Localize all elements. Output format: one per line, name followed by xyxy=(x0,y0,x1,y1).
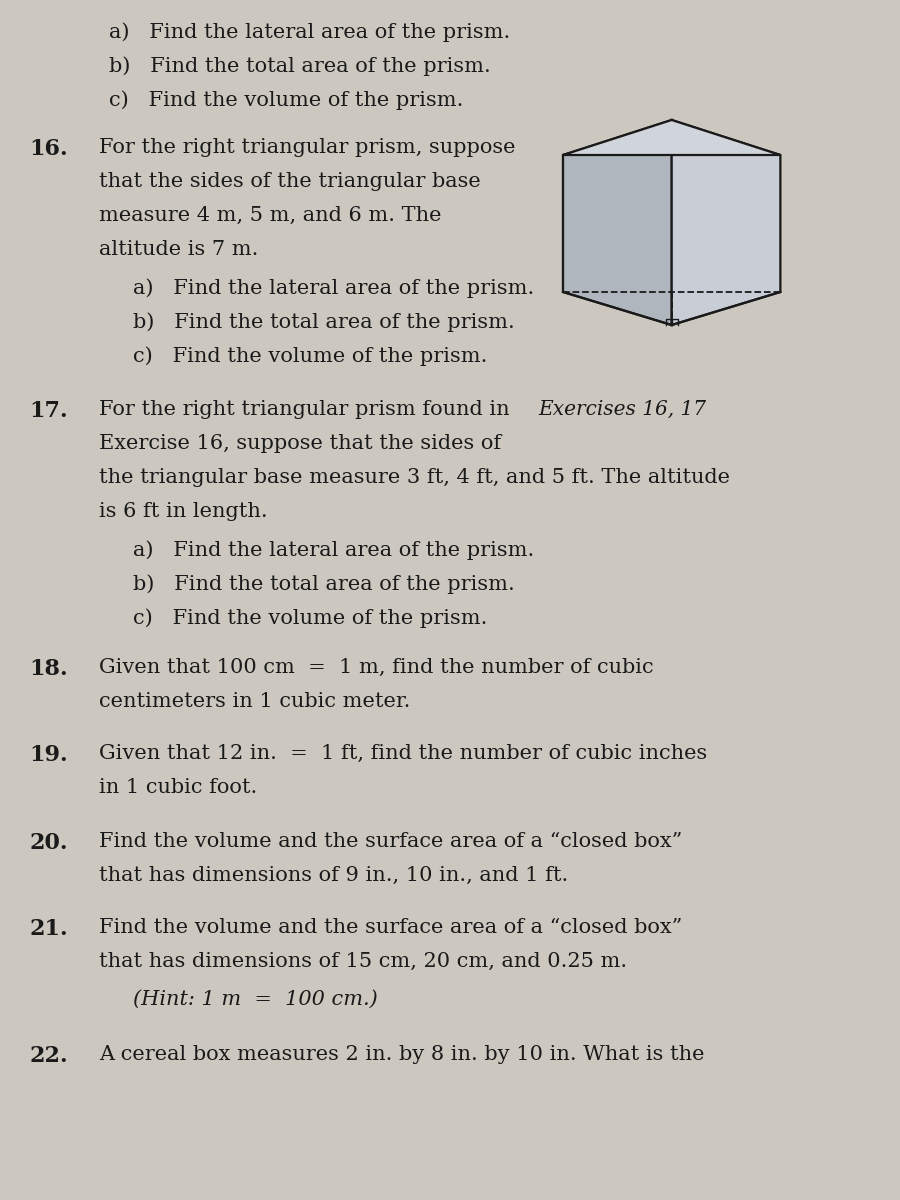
Text: that the sides of the triangular base: that the sides of the triangular base xyxy=(99,172,481,191)
Text: Find the volume and the surface area of a “closed box”: Find the volume and the surface area of … xyxy=(99,918,682,937)
Text: Given that 100 cm  =  1 m, find the number of cubic: Given that 100 cm = 1 m, find the number… xyxy=(99,658,653,677)
Text: 20.: 20. xyxy=(30,832,68,854)
Text: 19.: 19. xyxy=(30,744,68,766)
Text: altitude is 7 m.: altitude is 7 m. xyxy=(99,240,258,259)
Text: c)   Find the volume of the prism.: c) Find the volume of the prism. xyxy=(133,346,488,366)
Polygon shape xyxy=(563,155,780,292)
Text: 22.: 22. xyxy=(30,1045,68,1067)
Text: b)   Find the total area of the prism.: b) Find the total area of the prism. xyxy=(133,574,515,594)
Text: Exercises 16, 17: Exercises 16, 17 xyxy=(538,400,706,419)
Text: For the right triangular prism found in: For the right triangular prism found in xyxy=(99,400,509,419)
Text: that has dimensions of 9 in., 10 in., and 1 ft.: that has dimensions of 9 in., 10 in., an… xyxy=(99,866,568,886)
Text: For the right triangular prism, suppose: For the right triangular prism, suppose xyxy=(99,138,516,157)
Text: a)   Find the lateral area of the prism.: a) Find the lateral area of the prism. xyxy=(133,540,535,559)
Text: in 1 cubic foot.: in 1 cubic foot. xyxy=(99,778,257,797)
Text: centimeters in 1 cubic meter.: centimeters in 1 cubic meter. xyxy=(99,692,410,710)
Text: 16.: 16. xyxy=(30,138,68,160)
Text: is 6 ft in length.: is 6 ft in length. xyxy=(99,502,267,521)
Text: Given that 12 in.  =  1 ft, find the number of cubic inches: Given that 12 in. = 1 ft, find the numbe… xyxy=(99,744,707,763)
Polygon shape xyxy=(563,120,671,325)
Text: A cereal box measures 2 in. by 8 in. by 10 in. What is the: A cereal box measures 2 in. by 8 in. by … xyxy=(99,1045,705,1064)
Text: 18.: 18. xyxy=(30,658,68,680)
Text: c)   Find the volume of the prism.: c) Find the volume of the prism. xyxy=(109,90,463,109)
Text: a)   Find the lateral area of the prism.: a) Find the lateral area of the prism. xyxy=(133,278,535,298)
Text: Exercise 16, suppose that the sides of: Exercise 16, suppose that the sides of xyxy=(99,434,501,452)
Text: b)   Find the total area of the prism.: b) Find the total area of the prism. xyxy=(133,312,515,331)
Text: (Hint: 1 m  =  100 cm.): (Hint: 1 m = 100 cm.) xyxy=(133,990,378,1009)
Text: b)   Find the total area of the prism.: b) Find the total area of the prism. xyxy=(109,56,490,76)
Text: measure 4 m, 5 m, and 6 m. The: measure 4 m, 5 m, and 6 m. The xyxy=(99,206,441,226)
Text: c)   Find the volume of the prism.: c) Find the volume of the prism. xyxy=(133,608,488,628)
Text: Find the volume and the surface area of a “closed box”: Find the volume and the surface area of … xyxy=(99,832,682,851)
Text: 17.: 17. xyxy=(30,400,68,422)
Text: 21.: 21. xyxy=(30,918,68,940)
Text: the triangular base measure 3 ft, 4 ft, and 5 ft. The altitude: the triangular base measure 3 ft, 4 ft, … xyxy=(99,468,730,487)
Text: a)   Find the lateral area of the prism.: a) Find the lateral area of the prism. xyxy=(109,22,510,42)
Text: that has dimensions of 15 cm, 20 cm, and 0.25 m.: that has dimensions of 15 cm, 20 cm, and… xyxy=(99,952,627,971)
Polygon shape xyxy=(563,120,780,155)
Polygon shape xyxy=(671,120,780,325)
